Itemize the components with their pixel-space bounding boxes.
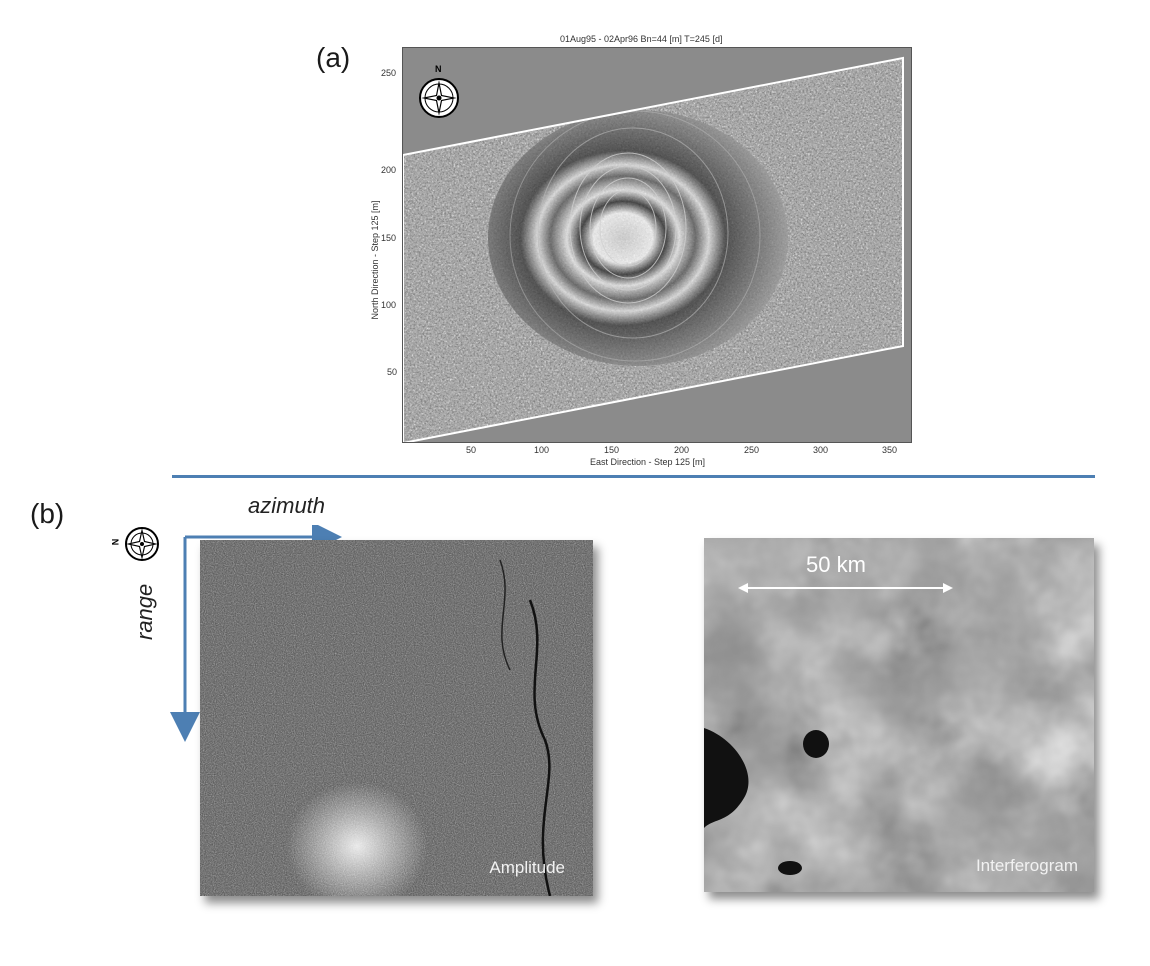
x-tick-100: 100 xyxy=(534,445,550,455)
x-tick-350: 350 xyxy=(882,445,898,455)
interferogram-image: 50 km Interferogram xyxy=(704,538,1094,892)
range-label: range xyxy=(132,583,157,640)
x-tick-250: 250 xyxy=(744,445,760,455)
figure-title: 01Aug95 - 02Apr96 Bn=44 [m] T=245 [d] xyxy=(560,34,723,44)
y-tick-150: 150 xyxy=(381,233,397,243)
y-tick-200: 200 xyxy=(381,165,397,175)
y-tick-250: 250 xyxy=(381,68,397,78)
scale-bar-label: 50 km xyxy=(806,552,866,577)
x-tick-300: 300 xyxy=(813,445,829,455)
x-tick-150: 150 xyxy=(604,445,620,455)
panel-a-label: (a) xyxy=(316,42,351,73)
compass-rose-icon: N xyxy=(110,524,164,564)
x-axis-label: East Direction - Step 125 [m] xyxy=(590,457,706,467)
panel-b-label: (b) xyxy=(30,498,65,529)
compass-rose-icon: N xyxy=(417,64,461,124)
scale-bar xyxy=(738,583,953,593)
section-divider xyxy=(172,475,1095,478)
y-tick-100: 100 xyxy=(381,300,397,310)
x-tick-50: 50 xyxy=(466,445,477,455)
fringe-pattern xyxy=(403,56,904,442)
y-axis-label: North Direction - Step 125 [m] xyxy=(370,200,380,320)
compass-north-letter: N xyxy=(110,538,121,546)
amplitude-label: Amplitude xyxy=(489,858,565,877)
amplitude-image: Amplitude xyxy=(200,540,593,896)
compass-north-letter: N xyxy=(435,64,442,74)
azimuth-range-arrows xyxy=(170,525,342,742)
interferogram-label: Interferogram xyxy=(975,856,1078,875)
x-tick-200: 200 xyxy=(674,445,690,455)
y-tick-50: 50 xyxy=(387,367,398,377)
interferogram-plot-area: N xyxy=(402,47,912,443)
azimuth-label: azimuth xyxy=(248,493,326,518)
